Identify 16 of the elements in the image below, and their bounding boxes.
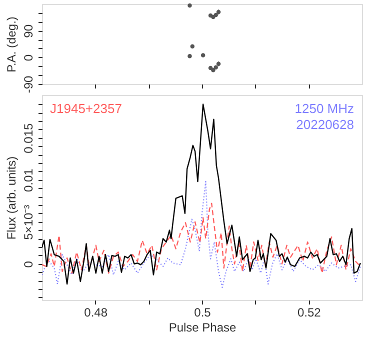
x-axis-title: Pulse Phase	[168, 320, 237, 334]
y-tick-label: 90	[22, 24, 36, 38]
x-tick-label: 0.48	[84, 306, 108, 320]
y-tick-label: 0.01	[22, 168, 36, 192]
y-tick-label: 0.015	[22, 123, 36, 154]
y-axis-title: P.A. (deg.)	[4, 16, 18, 72]
x-tick-label: 0.5	[194, 306, 212, 320]
x-tick-label: 0.52	[297, 306, 322, 320]
annotation: J1945+2357	[50, 101, 122, 116]
y-tick-label: 0	[22, 54, 36, 62]
y-axis-title: Flux (arb. units)	[4, 156, 18, 240]
annotation: 20220628	[296, 117, 354, 132]
y-tick-label: -90	[22, 76, 36, 94]
annotation: 1250 MHz	[294, 101, 354, 116]
y-tick-label: 0	[22, 260, 36, 268]
y-tick-label: 5×10⁻³	[22, 204, 36, 240]
